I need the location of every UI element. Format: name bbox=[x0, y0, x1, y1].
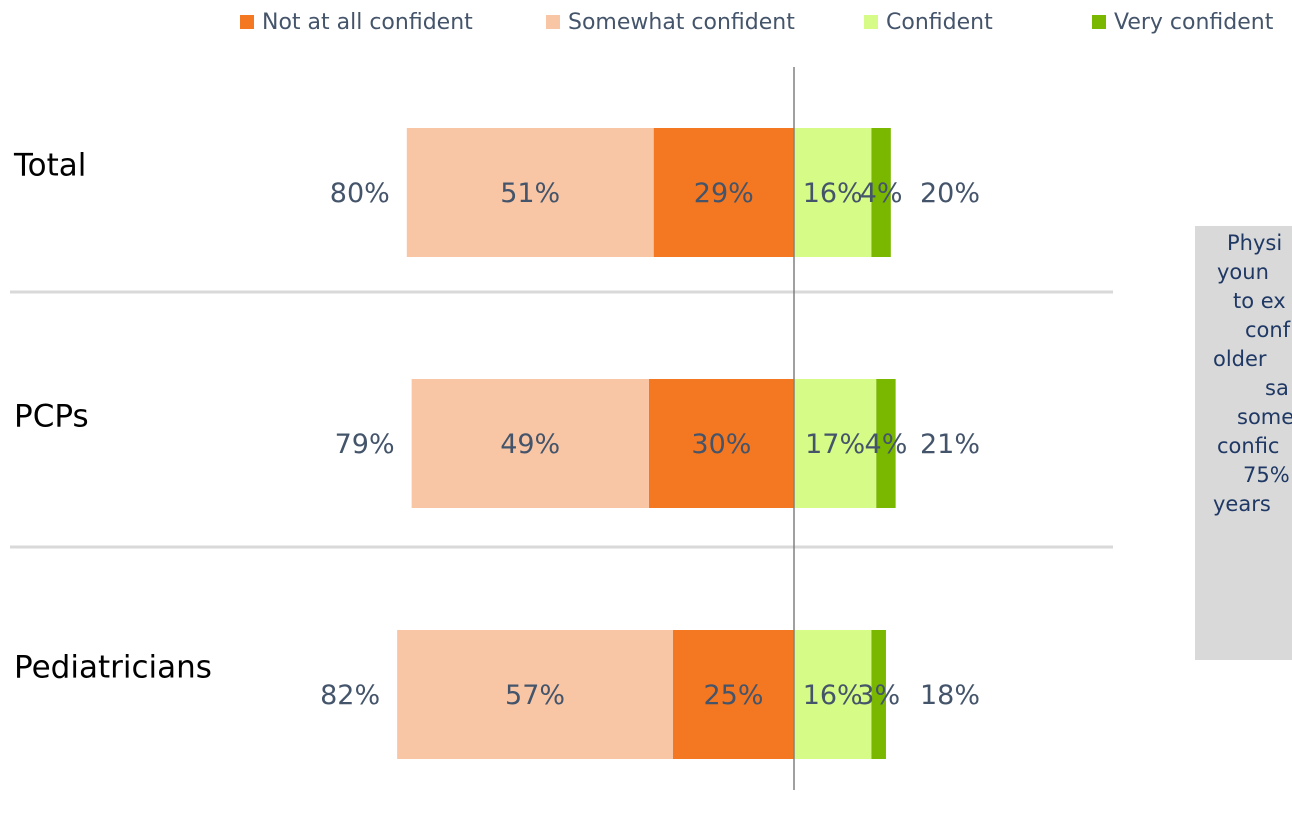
note-line: 75% bbox=[1243, 463, 1290, 487]
value-label: 29% bbox=[694, 178, 754, 209]
bar-segment bbox=[794, 630, 872, 759]
note-box bbox=[1195, 226, 1292, 660]
note-line: older bbox=[1213, 347, 1267, 371]
bar-segment bbox=[871, 630, 886, 759]
category-label: PCPs bbox=[14, 399, 89, 435]
bar-segment bbox=[794, 128, 872, 257]
bar-segment bbox=[871, 128, 891, 257]
legend-swatch bbox=[1092, 15, 1106, 29]
legend-swatch bbox=[864, 15, 878, 29]
right-total: 20% bbox=[920, 178, 980, 209]
value-label: 3% bbox=[857, 680, 900, 711]
bar-segment bbox=[406, 128, 654, 257]
note-line: to ex bbox=[1233, 289, 1286, 313]
legend-label: Somewhat confident bbox=[568, 10, 795, 35]
legend-label: Very confident bbox=[1114, 10, 1274, 35]
note-line: confic bbox=[1217, 434, 1279, 458]
value-label: 49% bbox=[500, 429, 560, 460]
left-total: 80% bbox=[330, 178, 390, 209]
value-label: 30% bbox=[691, 429, 751, 460]
legend-swatch bbox=[240, 15, 254, 29]
category-label: Total bbox=[13, 148, 86, 184]
bar-segment bbox=[673, 630, 794, 759]
legend-label: Confident bbox=[886, 10, 993, 35]
note-line: sa bbox=[1265, 376, 1289, 400]
value-label: 51% bbox=[500, 178, 560, 209]
right-total: 21% bbox=[920, 429, 980, 460]
value-label: 25% bbox=[703, 680, 763, 711]
bar-segment bbox=[653, 128, 794, 257]
legend-swatch bbox=[546, 15, 560, 29]
category-label: Pediatricians bbox=[14, 650, 212, 686]
note-line: some bbox=[1237, 405, 1292, 429]
value-label: 16% bbox=[803, 680, 863, 711]
note-line: years bbox=[1213, 492, 1271, 516]
value-label: 16% bbox=[803, 178, 863, 209]
left-total: 82% bbox=[320, 680, 380, 711]
right-total: 18% bbox=[920, 680, 980, 711]
value-label: 57% bbox=[505, 680, 565, 711]
value-label: 17% bbox=[805, 429, 865, 460]
bar-segment bbox=[794, 379, 877, 508]
note-line: Physi bbox=[1227, 231, 1282, 255]
note-line: youn bbox=[1217, 260, 1269, 284]
left-total: 79% bbox=[335, 429, 395, 460]
bar-segment bbox=[876, 379, 896, 508]
bar-segment bbox=[648, 379, 794, 508]
bar-segment bbox=[411, 379, 649, 508]
legend-label: Not at all confident bbox=[262, 10, 473, 35]
value-label: 4% bbox=[860, 178, 903, 209]
note-line: conf bbox=[1245, 318, 1291, 342]
bar-segment bbox=[397, 630, 673, 759]
value-label: 4% bbox=[865, 429, 908, 460]
